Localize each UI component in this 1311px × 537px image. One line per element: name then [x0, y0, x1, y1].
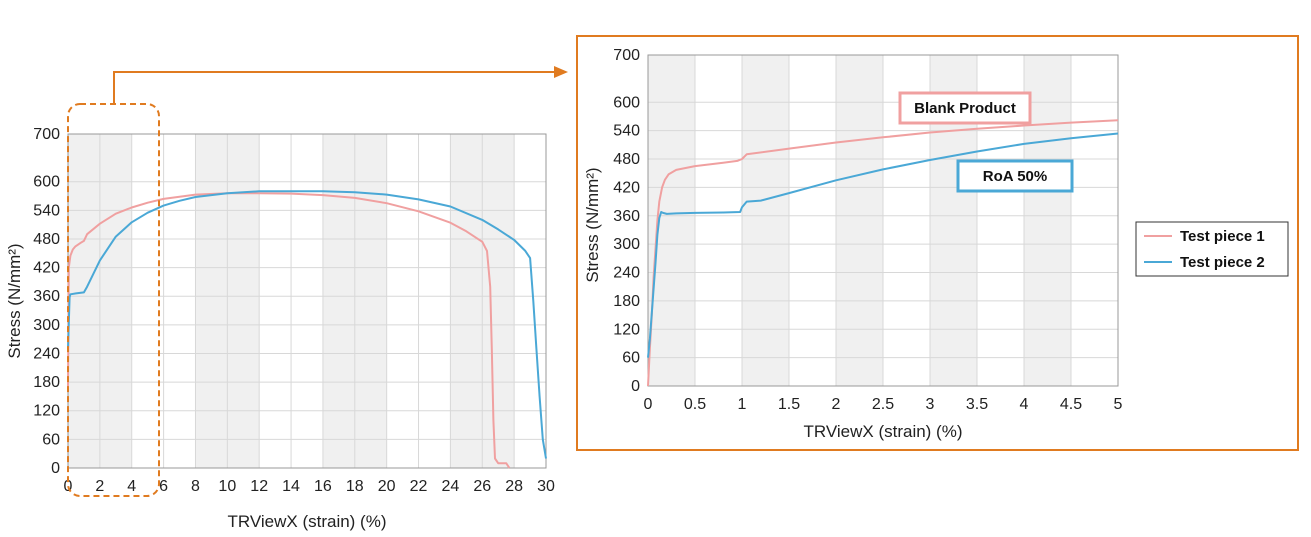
x-tick-label: 22 — [410, 478, 428, 495]
legend-label-test-piece-1: Test piece 1 — [1180, 228, 1265, 245]
annotation-label-roa: RoA 50% — [983, 168, 1047, 185]
annotation-label-blank-product: Blank Product — [914, 100, 1016, 117]
x-tick-label: 2.5 — [872, 396, 894, 413]
background-band — [648, 55, 695, 386]
x-tick-label: 26 — [473, 478, 491, 495]
annotation-box-roa — [956, 159, 1074, 193]
x-tick-label: 0.5 — [684, 396, 706, 413]
x-tick-label: 18 — [346, 478, 364, 495]
x-tick-label: 1.5 — [778, 396, 800, 413]
y-tick-label: 240 — [33, 345, 60, 362]
series-lines — [67, 190, 547, 469]
x-tick-label: 14 — [282, 478, 300, 495]
legend-frame — [1135, 221, 1289, 277]
background-band — [836, 55, 883, 386]
legend: Test piece 1 Test piece 2 — [1135, 221, 1289, 277]
x-tick-label: 1 — [738, 396, 747, 413]
series-lines — [647, 119, 1119, 387]
y-tick-label: 480 — [33, 231, 60, 248]
x-axis-title: TRViewX (strain) (%) — [803, 422, 962, 441]
y-tick-labels: 0 60 120 180 240 300 360 420 480 540 600 700 — [33, 126, 60, 477]
y-tick-label: 700 — [613, 47, 640, 64]
x-tick-label: 2 — [832, 396, 841, 413]
x-tick-label: 24 — [442, 478, 460, 495]
y-tick-label: 180 — [613, 293, 640, 310]
y-tick-label: 540 — [613, 123, 640, 140]
x-tick-label: 3 — [926, 396, 935, 413]
series-line-test-piece-2 — [647, 132, 1119, 358]
x-tick-label: 3.5 — [966, 396, 988, 413]
callout-arrow-head-icon — [554, 66, 568, 78]
y-tick-label: 300 — [33, 317, 60, 334]
x-tick-label: 4 — [127, 478, 136, 495]
x-tick-label: 4 — [1020, 396, 1029, 413]
legend-label-test-piece-2: Test piece 2 — [1180, 254, 1265, 271]
x-tick-label: 12 — [250, 478, 268, 495]
y-tick-label: 180 — [33, 374, 60, 391]
annotation-box-blank-product — [898, 91, 1032, 125]
series-line-test-piece-2 — [67, 190, 547, 459]
x-tick-label: 30 — [537, 478, 555, 495]
x-tick-label: 10 — [218, 478, 236, 495]
y-tick-label: 300 — [613, 236, 640, 253]
x-tick-label: 4.5 — [1060, 396, 1082, 413]
x-tick-label: 6 — [159, 478, 168, 495]
y-tick-label: 600 — [613, 94, 640, 111]
callout-arrow-line — [113, 71, 558, 104]
y-tick-label: 360 — [33, 288, 60, 305]
series-line-test-piece-1 — [67, 192, 511, 469]
x-tick-label: 28 — [505, 478, 523, 495]
x-axis-title: TRViewX (strain) (%) — [227, 512, 386, 531]
x-tick-label: 20 — [378, 478, 396, 495]
y-axis-title: Stress (N/mm²) — [5, 243, 24, 358]
y-tick-label: 60 — [42, 431, 60, 448]
y-axis-title: Stress (N/mm²) — [583, 167, 602, 282]
y-tick-label: 420 — [33, 260, 60, 277]
zoomed-chart: 0 60 120 180 240 300 360 420 480 540 600 700 0 0.5 1 1… — [583, 47, 1123, 441]
y-tick-label: 600 — [33, 174, 60, 191]
zoom-panel-frame — [576, 35, 1299, 451]
x-tick-labels: 0 0.5 1 1.5 2 2.5 3 3.5 4 4.5 5 — [644, 396, 1123, 413]
y-tick-label: 120 — [613, 321, 640, 338]
x-tick-label: 8 — [191, 478, 200, 495]
x-tick-label: 2 — [95, 478, 104, 495]
background-band — [742, 55, 789, 386]
y-tick-label: 540 — [33, 202, 60, 219]
plot-frame — [647, 54, 1119, 387]
y-tick-label: 360 — [613, 208, 640, 225]
y-tick-label: 0 — [51, 460, 60, 477]
y-tick-label: 240 — [613, 265, 640, 282]
y-tick-label: 700 — [33, 126, 60, 143]
background-band — [1024, 55, 1071, 386]
x-tick-labels: 0 2 4 6 8 10 12 14 16 18 20 22 24 26 28 30 — [64, 478, 555, 495]
y-tick-label: 420 — [613, 179, 640, 196]
y-tick-labels: 0 60 120 180 240 300 360 420 480 540 600 700 — [613, 47, 640, 395]
y-tick-label: 60 — [622, 350, 640, 367]
y-tick-label: 120 — [33, 403, 60, 420]
x-tick-label: 16 — [314, 478, 332, 495]
y-tick-label: 0 — [631, 378, 640, 395]
x-tick-label: 0 — [644, 396, 653, 413]
x-tick-label: 5 — [1114, 396, 1123, 413]
y-tick-label: 480 — [613, 151, 640, 168]
